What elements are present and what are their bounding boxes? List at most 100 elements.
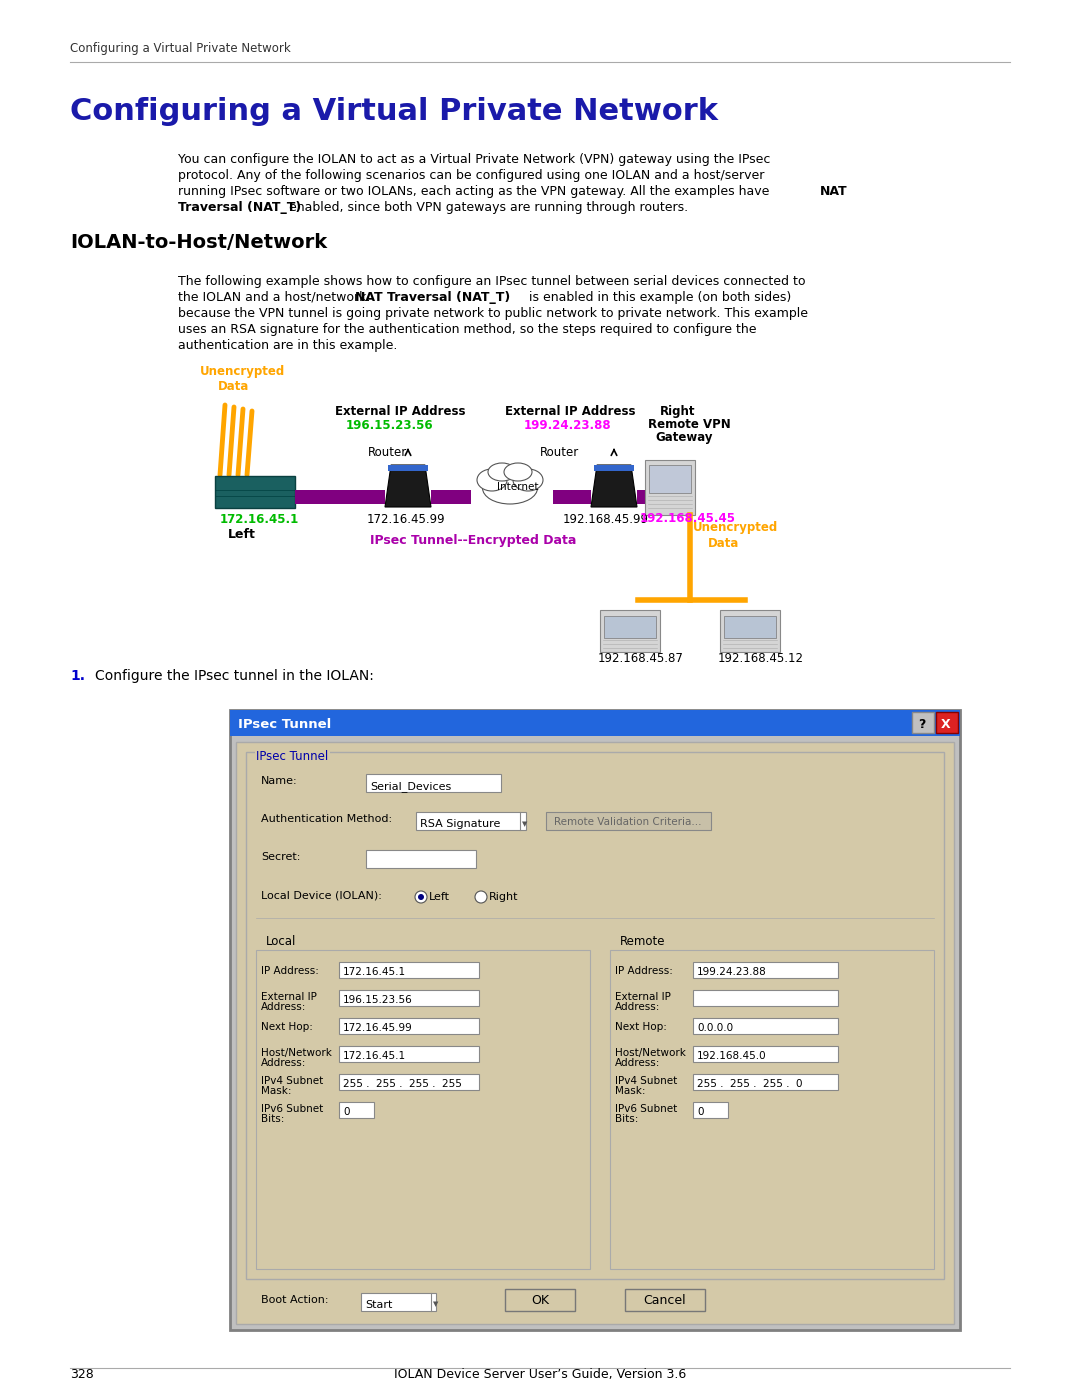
Text: Mask:: Mask: (615, 1085, 646, 1097)
Text: Unencrypted: Unencrypted (200, 365, 285, 379)
Text: running IPsec software or two IOLANs, each acting as the VPN gateway. All the ex: running IPsec software or two IOLANs, ea… (178, 184, 773, 198)
FancyBboxPatch shape (645, 460, 696, 515)
FancyBboxPatch shape (215, 476, 295, 509)
Text: NAT Traversal (NAT_T): NAT Traversal (NAT_T) (355, 291, 510, 305)
FancyBboxPatch shape (388, 465, 428, 471)
Ellipse shape (488, 462, 516, 481)
Text: Router: Router (540, 446, 579, 460)
Text: Data: Data (218, 380, 249, 393)
Text: Bits:: Bits: (261, 1113, 284, 1125)
Text: Local: Local (266, 935, 296, 949)
Text: Data: Data (708, 536, 740, 550)
Text: 328: 328 (70, 1368, 94, 1382)
Text: External IP Address: External IP Address (505, 405, 635, 418)
Text: IPsec Tunnel--Encrypted Data: IPsec Tunnel--Encrypted Data (370, 534, 577, 548)
FancyBboxPatch shape (230, 710, 960, 1330)
Text: Unencrypted: Unencrypted (693, 521, 779, 534)
Text: Left: Left (429, 893, 450, 902)
Text: NAT: NAT (820, 184, 848, 198)
Text: Next Hop:: Next Hop: (615, 1023, 666, 1032)
Polygon shape (384, 465, 431, 507)
Text: 192.168.45.99: 192.168.45.99 (563, 513, 649, 527)
Text: 0: 0 (697, 1106, 703, 1118)
Text: 199.24.23.88: 199.24.23.88 (524, 419, 611, 432)
FancyBboxPatch shape (693, 963, 838, 978)
FancyBboxPatch shape (693, 1074, 838, 1090)
Text: Remote VPN: Remote VPN (648, 418, 731, 432)
Text: the IOLAN and a host/network.: the IOLAN and a host/network. (178, 291, 375, 305)
Text: Gateway: Gateway (654, 432, 713, 444)
Text: Boot Action:: Boot Action: (261, 1295, 328, 1305)
Text: Right: Right (660, 405, 696, 418)
Text: The following example shows how to configure an IPsec tunnel between serial devi: The following example shows how to confi… (178, 275, 806, 288)
FancyBboxPatch shape (339, 1074, 480, 1090)
Text: IP Address:: IP Address: (615, 965, 673, 977)
FancyBboxPatch shape (339, 963, 480, 978)
FancyBboxPatch shape (649, 465, 691, 493)
Text: Address:: Address: (615, 1058, 660, 1067)
FancyBboxPatch shape (339, 1018, 480, 1034)
Text: Host/Network: Host/Network (261, 1048, 332, 1058)
Text: IPv6 Subnet: IPv6 Subnet (615, 1104, 677, 1113)
Text: Local Device (IOLAN):: Local Device (IOLAN): (261, 890, 382, 900)
FancyBboxPatch shape (230, 710, 960, 736)
Text: Remote Validation Criteria...: Remote Validation Criteria... (554, 817, 702, 827)
Text: 0: 0 (343, 1106, 350, 1118)
FancyBboxPatch shape (295, 490, 384, 504)
FancyBboxPatch shape (693, 1018, 838, 1034)
Text: IOLAN Device Server User’s Guide, Version 3.6: IOLAN Device Server User’s Guide, Versio… (394, 1368, 686, 1382)
Text: ▼: ▼ (522, 821, 527, 827)
Text: RSA Signature: RSA Signature (420, 819, 500, 828)
FancyBboxPatch shape (431, 490, 471, 504)
Text: 196.15.23.56: 196.15.23.56 (346, 419, 434, 432)
FancyBboxPatch shape (720, 610, 780, 652)
Ellipse shape (483, 472, 538, 504)
Text: Next Hop:: Next Hop: (261, 1023, 313, 1032)
Text: You can configure the IOLAN to act as a Virtual Private Network (VPN) gateway us: You can configure the IOLAN to act as a … (178, 154, 770, 166)
Text: 192.168.45.0: 192.168.45.0 (697, 1051, 767, 1060)
FancyBboxPatch shape (625, 1289, 705, 1310)
Text: ▼: ▼ (433, 1301, 438, 1308)
Text: IPsec Tunnel: IPsec Tunnel (238, 718, 332, 731)
Text: Configuring a Virtual Private Network: Configuring a Virtual Private Network (70, 42, 291, 54)
Text: 255 .  255 .  255 .  0: 255 . 255 . 255 . 0 (697, 1078, 802, 1090)
Text: is enabled in this example (on both sides): is enabled in this example (on both side… (525, 291, 792, 305)
Text: 192.168.45.12: 192.168.45.12 (718, 652, 804, 665)
Ellipse shape (477, 469, 507, 490)
FancyBboxPatch shape (693, 1046, 838, 1062)
Text: Configuring a Virtual Private Network: Configuring a Virtual Private Network (70, 96, 718, 126)
Text: authentication are in this example.: authentication are in this example. (178, 339, 397, 352)
Text: Bits:: Bits: (615, 1113, 638, 1125)
Text: Address:: Address: (261, 1002, 307, 1011)
Text: External IP Address: External IP Address (335, 405, 465, 418)
Circle shape (475, 891, 487, 902)
Text: Serial_Devices: Serial_Devices (370, 781, 451, 792)
Text: protocol. Any of the following scenarios can be configured using one IOLAN and a: protocol. Any of the following scenarios… (178, 169, 765, 182)
FancyBboxPatch shape (505, 1289, 575, 1310)
FancyBboxPatch shape (724, 616, 777, 638)
Text: Authentication Method:: Authentication Method: (261, 814, 392, 824)
Text: Address:: Address: (261, 1058, 307, 1067)
Text: X: X (941, 718, 950, 731)
Text: External IP: External IP (261, 992, 316, 1002)
FancyBboxPatch shape (637, 490, 687, 504)
Text: Start: Start (365, 1301, 392, 1310)
Text: Mask:: Mask: (261, 1085, 292, 1097)
Text: uses an RSA signature for the authentication method, so the steps required to co: uses an RSA signature for the authentica… (178, 323, 756, 337)
Ellipse shape (504, 462, 532, 481)
Text: External IP: External IP (615, 992, 671, 1002)
FancyBboxPatch shape (912, 712, 934, 733)
Text: 192.168.45.87: 192.168.45.87 (598, 652, 684, 665)
Circle shape (418, 894, 424, 900)
Text: Left: Left (228, 528, 256, 541)
Text: Name:: Name: (261, 775, 298, 787)
Text: 0.0.0.0: 0.0.0.0 (697, 1023, 733, 1032)
FancyBboxPatch shape (339, 1046, 480, 1062)
Text: Remote: Remote (620, 935, 665, 949)
Text: OK: OK (531, 1294, 549, 1308)
FancyBboxPatch shape (693, 990, 838, 1006)
Text: 1.: 1. (70, 669, 85, 683)
FancyBboxPatch shape (693, 1102, 728, 1118)
Text: 255 .  255 .  255 .  255: 255 . 255 . 255 . 255 (343, 1078, 462, 1090)
Polygon shape (591, 465, 637, 507)
